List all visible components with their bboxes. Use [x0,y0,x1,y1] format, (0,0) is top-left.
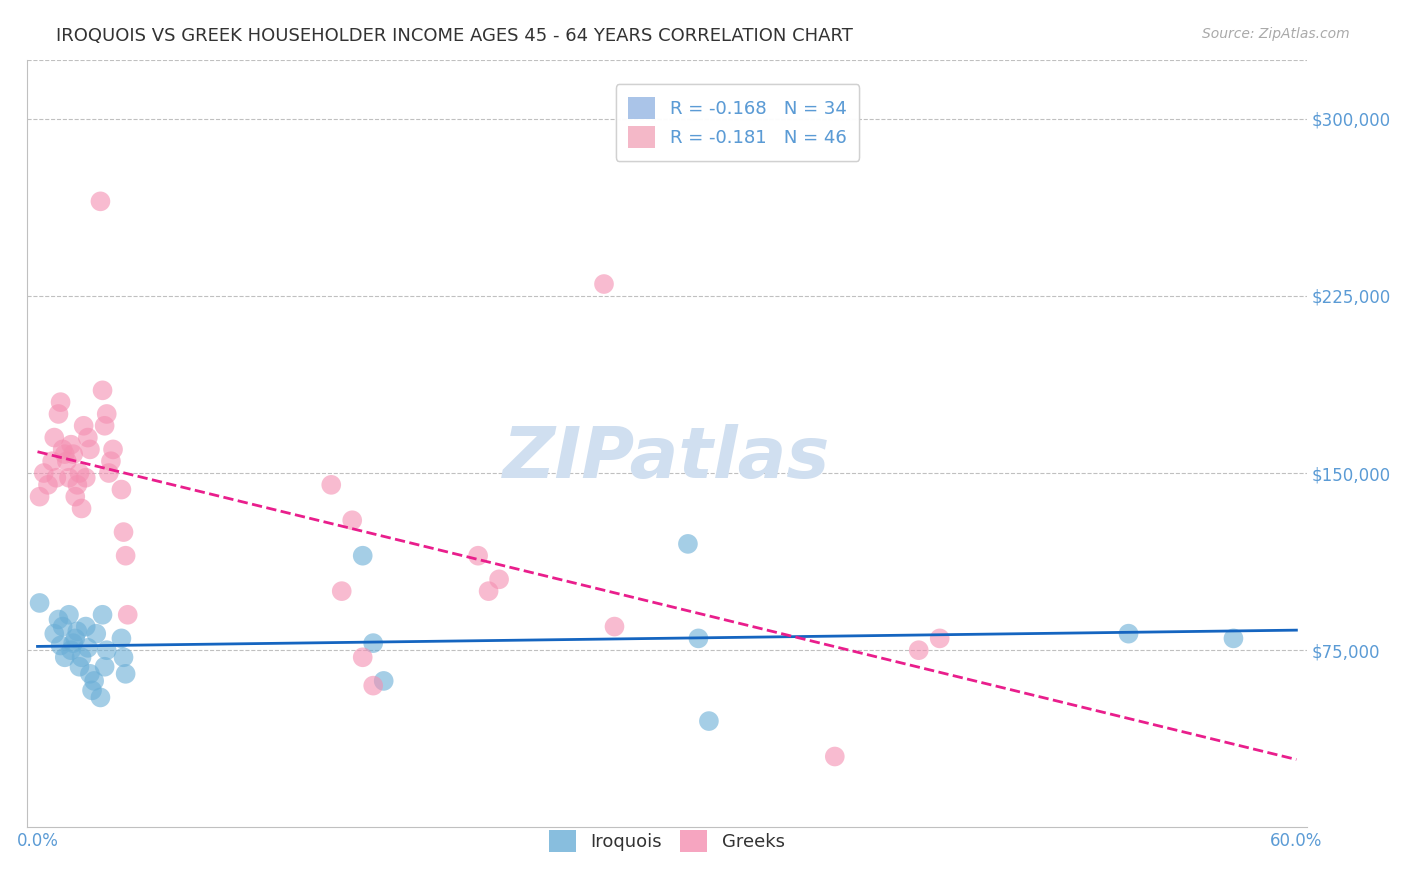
Point [56,454,79,468]
Point [75,471,97,485]
Point [1222,632,1244,646]
Point [62,447,84,461]
Point [593,277,616,291]
Point [96,407,118,421]
Point [93,659,115,673]
Point [112,650,135,665]
Point [49,395,72,409]
Point [53,650,76,665]
Point [342,513,364,527]
Point [45,471,67,485]
Point [83,673,105,688]
Point [330,584,353,599]
Point [112,525,135,540]
Point [70,501,93,516]
Point [114,549,136,563]
Point [467,549,489,563]
Point [37,478,59,492]
Point [373,673,395,688]
Point [66,478,89,492]
Point [89,690,111,705]
Point [72,418,94,433]
Point [62,636,84,650]
Point [70,650,93,665]
Point [928,632,950,646]
Point [48,612,70,626]
Point [93,418,115,433]
Point [58,607,80,622]
Point [91,607,114,622]
Point [110,483,132,497]
Point [321,478,343,492]
Point [97,466,120,480]
Point [79,666,101,681]
Point [76,640,98,655]
Point [32,466,55,480]
Point [48,407,70,421]
Point [60,438,83,452]
Point [100,454,122,468]
Point [478,584,501,599]
Point [1118,626,1140,640]
Point [53,447,76,461]
Point [69,466,91,480]
Point [117,607,139,622]
Point [28,490,51,504]
Point [603,619,626,633]
Legend: R = -0.168   N = 34, R = -0.181   N = 46: R = -0.168 N = 34, R = -0.181 N = 46 [616,84,859,161]
Point [89,194,111,209]
Point [361,679,384,693]
Text: Source: ZipAtlas.com: Source: ZipAtlas.com [1202,27,1350,41]
Point [352,650,374,665]
Text: ZIPatlas: ZIPatlas [503,425,831,493]
Point [28,596,51,610]
Point [697,714,720,728]
Point [49,639,72,653]
Point [44,626,66,640]
Point [907,643,929,657]
Point [361,636,384,650]
Point [65,490,87,504]
Point [79,442,101,457]
Point [114,666,136,681]
Text: IROQUOIS VS GREEK HOUSEHOLDER INCOME AGES 45 - 64 YEARS CORRELATION CHART: IROQUOIS VS GREEK HOUSEHOLDER INCOME AGE… [56,27,853,45]
Point [41,454,63,468]
Point [676,537,699,551]
Point [75,619,97,633]
Point [84,626,107,640]
Point [688,632,710,646]
Point [91,384,114,398]
Point [101,442,124,457]
Point [52,442,75,457]
Point [76,431,98,445]
Point [96,643,118,657]
Point [65,632,87,646]
Point [80,683,103,698]
Point [44,431,66,445]
Point [110,632,132,646]
Point [824,749,846,764]
Point [52,619,75,633]
Point [58,471,80,485]
Point [352,549,374,563]
Point [488,572,510,586]
Point [60,643,83,657]
Point [69,659,91,673]
Point [66,624,89,639]
